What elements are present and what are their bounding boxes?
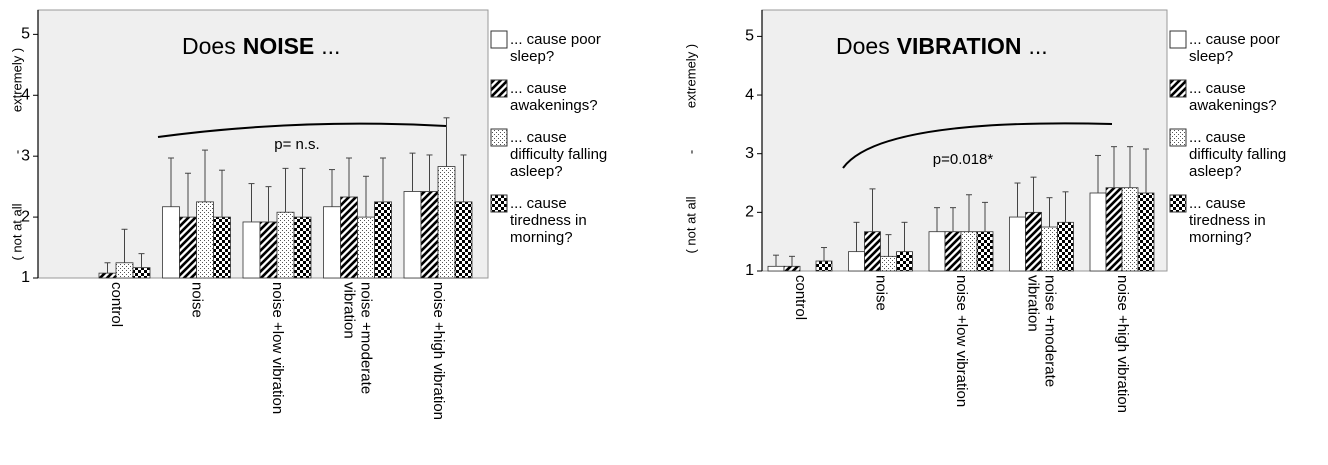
bar (242, 221, 261, 279)
y-axis-label: ( not at all (683, 196, 698, 253)
bar (259, 221, 278, 279)
x-tick-label: control (108, 282, 125, 327)
bar (928, 231, 946, 272)
bar (323, 206, 341, 279)
bar (944, 231, 962, 272)
y-tick-label: 5 (21, 26, 30, 43)
bar (454, 201, 473, 279)
y-tick-label: 2 (21, 208, 30, 225)
title-part: Does (182, 33, 236, 59)
bar (864, 231, 881, 272)
y-axis-label: - (683, 150, 698, 154)
bar (162, 206, 180, 279)
x-tick-label: noise +moderate (1042, 275, 1059, 387)
bar (132, 267, 151, 279)
y-tick-label: 1 (745, 262, 754, 279)
bar (293, 216, 312, 279)
bar (1041, 226, 1058, 272)
bar (213, 216, 231, 279)
bar (848, 251, 865, 272)
legend-label: ... cause awakenings? (1189, 80, 1277, 114)
bar (420, 191, 439, 279)
bar (179, 216, 197, 279)
x-tick-label: vibration (1025, 275, 1042, 332)
bar (1025, 211, 1042, 272)
bar (1105, 187, 1123, 272)
bar (340, 196, 358, 279)
legend-swatch (490, 128, 508, 147)
annotation: p=0.018* (933, 151, 994, 168)
legend-label: ... cause difficulty falling asleep? (1189, 129, 1286, 180)
bar (815, 260, 833, 272)
x-tick-label: noise +low vibration (269, 282, 286, 414)
bar (115, 262, 134, 279)
legend-swatch (490, 194, 508, 213)
bar (276, 211, 295, 279)
legend-label: ... cause tiredness in morning? (1189, 195, 1266, 246)
legend-label: ... cause difficulty falling asleep? (510, 129, 607, 180)
title-part: Does (836, 33, 890, 59)
bar (1137, 192, 1155, 272)
title-part: ... (321, 33, 340, 59)
bar (403, 191, 422, 279)
legend-swatch (1169, 194, 1187, 213)
legend-swatch (1169, 30, 1187, 49)
significance-arc (842, 122, 1113, 169)
bar (767, 265, 785, 272)
chart-title: Does VIBRATION... (836, 33, 1048, 59)
bar (976, 231, 994, 272)
x-tick-label: noise +high vibration (430, 282, 447, 420)
bar (1121, 187, 1139, 272)
bar (374, 201, 392, 279)
legend-swatch (490, 30, 508, 49)
legend-label: ... cause tiredness in morning? (510, 195, 587, 246)
y-axis-label: extremely ) (683, 44, 698, 108)
chart-panel: Does NOISE ... ( not at all - extremely ) 1 2 3 4… (9, 9, 607, 420)
legend-swatch (490, 79, 508, 98)
y-tick-label: 4 (745, 86, 754, 103)
y-tick-label: 1 (21, 269, 30, 286)
x-tick-label: noise +low vibration (953, 275, 970, 407)
y-tick-label: 4 (21, 86, 30, 103)
bar (1009, 216, 1026, 272)
title-part: NOISE (243, 33, 315, 59)
bar (437, 166, 456, 279)
x-tick-label: noise +high vibration (1114, 275, 1131, 413)
title-part: VIBRATION (897, 33, 1022, 59)
y-axis-label: - (9, 150, 24, 154)
x-tick-label: noise (189, 282, 206, 318)
bar (783, 265, 801, 272)
y-axis-label: ( not at all (9, 203, 24, 260)
x-tick-label: vibration (341, 282, 358, 339)
x-tick-label: noise +moderate (358, 282, 375, 394)
bar (1057, 221, 1074, 272)
title-part: ... (1029, 33, 1048, 59)
bar (98, 272, 117, 279)
x-tick-label: control (792, 275, 809, 320)
annotation: p= n.s. (274, 136, 319, 153)
legend-swatch (1169, 79, 1187, 98)
bar (960, 231, 978, 272)
bar (896, 251, 913, 272)
chart-title: Does NOISE... (182, 33, 340, 59)
y-tick-label: 3 (21, 147, 30, 164)
legend-label: ... cause poor sleep? (1189, 31, 1280, 65)
bar (196, 201, 214, 279)
bar (357, 216, 375, 279)
y-tick-label: 5 (745, 28, 754, 45)
y-tick-label: 3 (745, 145, 754, 162)
x-tick-label: noise (873, 275, 890, 311)
legend-label: ... cause awakenings? (510, 80, 598, 114)
legend-swatch (1169, 128, 1187, 147)
y-axis-label: extremely ) (9, 48, 24, 112)
y-tick-label: 2 (745, 204, 754, 221)
significance-arc (157, 122, 447, 138)
legend-label: ... cause poor sleep? (510, 31, 601, 65)
bar (880, 255, 897, 272)
chart-panel: Does VIBRATION ... ( not at all - extremely )… (683, 9, 1286, 413)
bar (1089, 192, 1107, 272)
